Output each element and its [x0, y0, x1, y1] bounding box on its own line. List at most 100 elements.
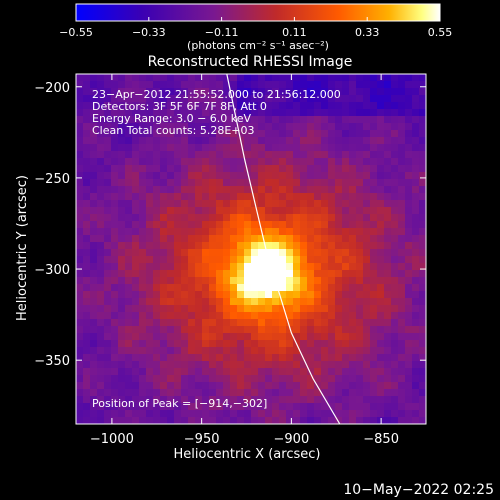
heatmap-cell	[328, 74, 336, 82]
heatmap-cell	[223, 242, 231, 250]
heatmap-cell	[405, 200, 413, 208]
heatmap-cell	[363, 382, 371, 390]
heatmap-cell	[258, 382, 266, 390]
heatmap-cell	[104, 333, 112, 341]
heatmap-cell	[230, 305, 238, 313]
heatmap-cell	[405, 389, 413, 397]
heatmap-cell	[125, 95, 133, 103]
heatmap-cell	[174, 179, 182, 187]
heatmap-cell	[398, 186, 406, 194]
heatmap-cell	[258, 235, 266, 243]
heatmap-cell	[300, 207, 308, 215]
heatmap-cell	[405, 172, 413, 180]
heatmap-cell	[153, 340, 161, 348]
heatmap-cell	[188, 109, 196, 117]
heatmap-cell	[237, 151, 245, 159]
heatmap-cell	[398, 228, 406, 236]
heatmap-cell	[111, 235, 119, 243]
heatmap-cell	[356, 102, 364, 110]
heatmap-cell	[83, 270, 91, 278]
heatmap-cell	[412, 221, 420, 229]
heatmap-cell	[342, 179, 350, 187]
heatmap-cell	[188, 382, 196, 390]
heatmap-cell	[244, 172, 252, 180]
heatmap-cell	[370, 186, 378, 194]
heatmap-cell	[265, 172, 273, 180]
heatmap-cell	[349, 410, 357, 418]
heatmap-cell	[244, 242, 252, 250]
heatmap-cell	[405, 214, 413, 222]
heatmap-cell	[412, 396, 420, 404]
heatmap-cell	[237, 144, 245, 152]
heatmap-cell	[90, 312, 98, 320]
heatmap-cell	[349, 305, 357, 313]
heatmap-cell	[118, 214, 126, 222]
heatmap-cell	[216, 347, 224, 355]
heatmap-cell	[272, 410, 280, 418]
heatmap-cell	[279, 291, 287, 299]
heatmap-cell	[307, 361, 315, 369]
heatmap-cell	[286, 298, 294, 306]
heatmap-cell	[76, 249, 84, 257]
heatmap-cell	[118, 242, 126, 250]
heatmap-cell	[209, 354, 217, 362]
heatmap-cell	[314, 95, 322, 103]
heatmap-cell	[405, 417, 413, 424]
heatmap-cell	[83, 228, 91, 236]
heatmap-cell	[244, 200, 252, 208]
heatmap-cell	[167, 326, 175, 334]
heatmap-cell	[90, 319, 98, 327]
heatmap-cell	[216, 172, 224, 180]
heatmap-cell	[244, 144, 252, 152]
heatmap-cell	[307, 109, 315, 117]
heatmap-cell	[384, 88, 392, 96]
heatmap-cell	[384, 347, 392, 355]
heatmap-cell	[300, 256, 308, 264]
heatmap-cell	[244, 214, 252, 222]
heatmap-cell	[391, 81, 399, 89]
heatmap-cell	[216, 179, 224, 187]
heatmap-cell	[391, 95, 399, 103]
heatmap-cell	[405, 340, 413, 348]
heatmap-cell	[230, 144, 238, 152]
heatmap-cell	[160, 277, 168, 285]
heatmap-cell	[293, 200, 301, 208]
heatmap-cell	[209, 74, 217, 82]
heatmap-cell	[237, 375, 245, 383]
heatmap-cell	[216, 158, 224, 166]
heatmap-cell	[251, 326, 259, 334]
heatmap-cell	[104, 249, 112, 257]
heatmap-cell	[153, 389, 161, 397]
heatmap-cell	[370, 284, 378, 292]
heatmap-cell	[342, 186, 350, 194]
heatmap-cell	[97, 137, 105, 145]
heatmap-cell	[132, 235, 140, 243]
heatmap-cell	[118, 312, 126, 320]
heatmap-cell	[307, 88, 315, 96]
heatmap-cell	[377, 81, 385, 89]
heatmap-cell	[216, 81, 224, 89]
heatmap-cell	[321, 200, 329, 208]
plot-frame	[75, 73, 427, 425]
heatmap-cell	[202, 151, 210, 159]
heatmap-cell	[188, 116, 196, 124]
heatmap-cell	[209, 207, 217, 215]
heatmap-cell	[111, 207, 119, 215]
heatmap-cell	[314, 165, 322, 173]
heatmap-cell	[223, 221, 231, 229]
heatmap-cell	[328, 270, 336, 278]
heatmap-cell	[125, 396, 133, 404]
heatmap-cell	[216, 193, 224, 201]
heatmap-cell	[97, 389, 105, 397]
heatmap-cell	[335, 144, 343, 152]
heatmap-cell	[321, 417, 329, 424]
heatmap-cell	[90, 375, 98, 383]
heatmap-cell	[328, 312, 336, 320]
heatmap-cell	[265, 263, 273, 271]
heatmap-cell	[370, 193, 378, 201]
heatmap-cell	[356, 291, 364, 299]
heatmap-cell	[321, 256, 329, 264]
heatmap-cell	[195, 263, 203, 271]
heatmap-cell	[412, 151, 420, 159]
heatmap-cell	[377, 165, 385, 173]
